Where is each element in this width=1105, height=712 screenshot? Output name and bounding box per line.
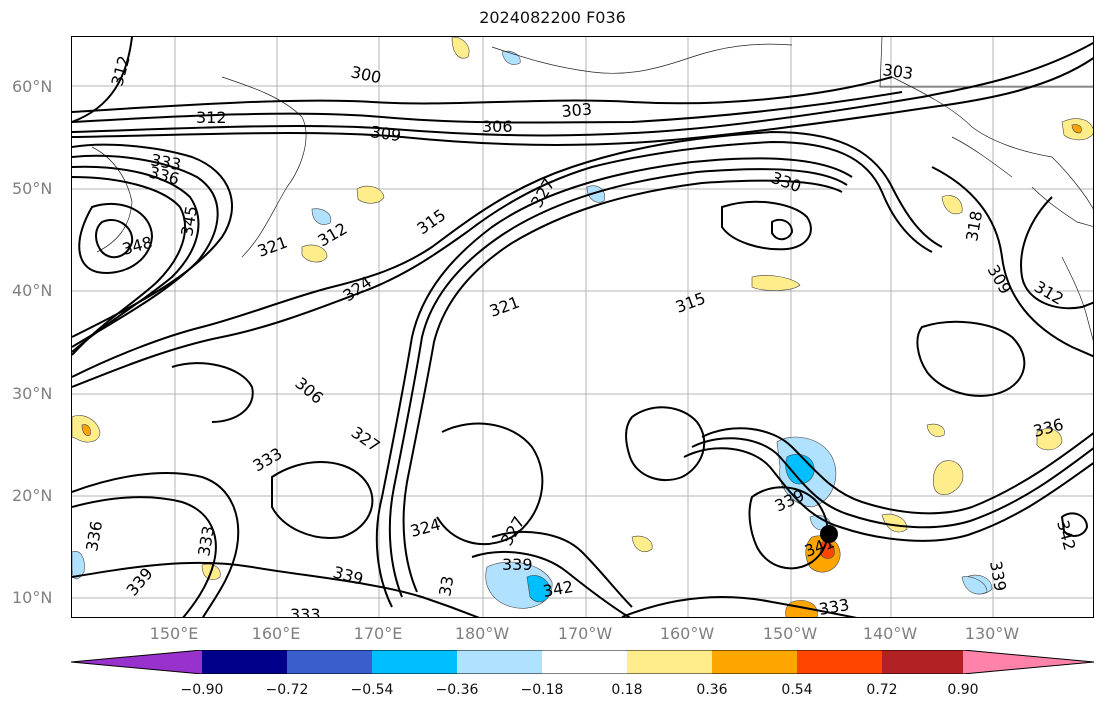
colorbar-tick-label: −0.18 [520, 682, 564, 698]
lon-label-150e: 150°E [149, 624, 199, 643]
contour-label: 342 [541, 577, 574, 601]
lat-label-20n: 20°N [12, 486, 53, 505]
contour-lines [72, 37, 1093, 617]
colorbar-tick-label: −0.90 [180, 682, 224, 698]
shaded-anomaly-patches [72, 37, 1093, 617]
map-canvas: 312 300 303 303 306 309 312 333 336 330 … [72, 37, 1093, 618]
contour-label: 315 [413, 205, 449, 238]
lat-label-10n: 10°N [12, 588, 53, 607]
colorbar-tick-label: 0.18 [611, 682, 643, 698]
lon-label-160e: 160°E [251, 624, 301, 643]
colorbar-tick-label: −0.54 [350, 682, 394, 698]
colorbar-segment [287, 650, 372, 674]
contour-label: 327 [348, 423, 384, 456]
lon-label-160w: 160°W [659, 624, 715, 643]
colorbar-segment [457, 650, 542, 674]
contour-label: 303 [881, 60, 914, 83]
lon-label-150w: 150°W [762, 624, 818, 643]
colorbar-tick-label: −0.36 [435, 682, 479, 698]
contour-label: 315 [673, 288, 708, 316]
contour-label: 309 [984, 262, 1016, 298]
contour-label: 318 [962, 209, 986, 242]
colorbar-segment [797, 650, 882, 674]
colorbar-segment [712, 650, 797, 674]
contour-label: 339 [502, 555, 533, 574]
lon-label-180w: 180°W [454, 624, 510, 643]
colorbar [71, 650, 1094, 674]
map-panel: 312 300 303 303 306 309 312 333 336 330 … [71, 36, 1094, 618]
contour-label: 309 [369, 122, 402, 145]
lon-label-170w: 170°W [557, 624, 613, 643]
contour-label: 303 [561, 99, 593, 121]
contour-label: 333 [817, 595, 850, 618]
colorbar-segment [542, 650, 627, 674]
lat-label-40n: 40°N [12, 281, 53, 300]
contour-label: 321 [487, 292, 522, 320]
map-title: 2024082200 F036 [479, 8, 626, 27]
lon-label-140w: 140°W [862, 624, 918, 643]
contour-label: 339 [331, 563, 365, 589]
contour-label: 33 [435, 574, 457, 597]
contour-label: 330 [769, 168, 804, 196]
contour-label: 306 [482, 117, 513, 136]
colorbar-segment [372, 650, 457, 674]
lat-label-60n: 60°N [12, 77, 53, 96]
colorbar-tick-label: 0.90 [947, 682, 979, 698]
lat-label-50n: 50°N [12, 179, 53, 198]
contour-label: 348 [120, 233, 154, 259]
contour-label: 336 [82, 519, 106, 552]
contour-label: 333 [250, 444, 286, 476]
contour-label: 324 [408, 515, 442, 541]
contour-label: 306 [291, 374, 327, 408]
coastlines [91, 37, 1093, 341]
contour-label: 333 [290, 605, 321, 618]
contour-label: 312 [108, 54, 134, 88]
colorbar-segment [882, 650, 963, 674]
contour-label: 300 [349, 62, 383, 87]
colorbar-segment [627, 650, 712, 674]
colorbar-segment [202, 650, 287, 674]
lat-label-30n: 30°N [12, 384, 53, 403]
lon-label-170e: 170°E [353, 624, 403, 643]
colorbar-segment [71, 650, 202, 674]
colorbar-tick-label: −0.72 [265, 682, 309, 698]
lon-label-130w: 130°W [964, 624, 1020, 643]
contour-label: 342 [1053, 518, 1079, 552]
storm-center-marker [820, 525, 838, 543]
contour-label: 312 [196, 108, 227, 127]
colorbar-tick-label: 0.54 [781, 682, 813, 698]
colorbar-tick-label: 0.72 [866, 682, 898, 698]
contour-label: 321 [255, 232, 290, 260]
colorbar-segment [963, 650, 1094, 674]
colorbar-tick-label: 0.36 [696, 682, 728, 698]
